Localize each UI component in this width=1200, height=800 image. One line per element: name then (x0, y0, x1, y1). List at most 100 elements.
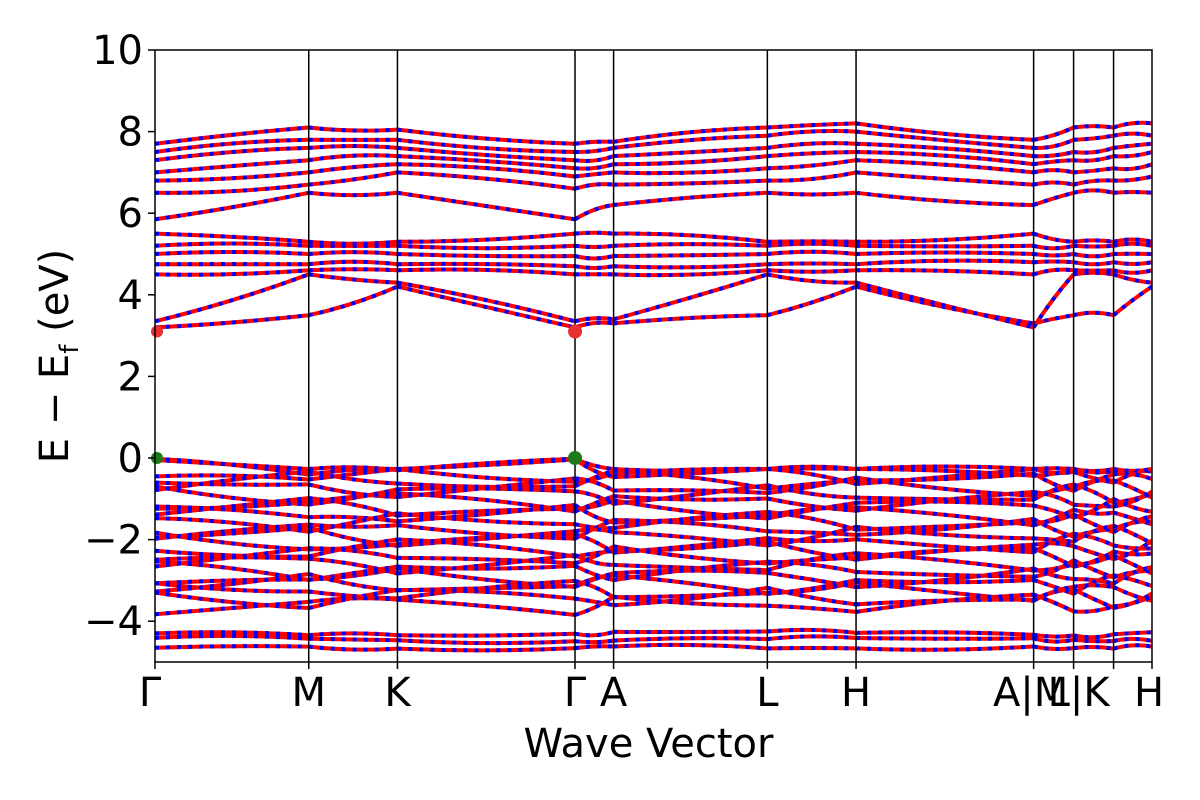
band-line-spin-down (574, 243, 614, 250)
band-line-spin-down (1112, 284, 1152, 317)
band-line-spin-down (155, 559, 310, 582)
band-line-spin-down (613, 272, 768, 322)
band-line-spin-down (1113, 162, 1152, 172)
plot-frame (154, 49, 1153, 663)
band-line-spin-down (308, 482, 398, 499)
band-line-spin-down (1113, 150, 1152, 159)
band-line-spin-down (1033, 558, 1075, 579)
band-line-spin-down (574, 145, 615, 155)
band-line-spin-down (1112, 514, 1152, 534)
band-line-spin-down (397, 261, 576, 269)
band-line-spin-down (767, 559, 857, 574)
band-line-spin-down (155, 516, 309, 534)
band-line-spin-down (1073, 632, 1115, 640)
x-axis-ticks: Γ M K Γ A L H A|ML|K H (139, 662, 1164, 716)
band-line-spin-down (1033, 541, 1075, 549)
band-line-spin-down (855, 121, 1034, 142)
y-tick-label: 10 (92, 28, 143, 74)
band-line-spin-down (856, 578, 1034, 585)
band-line-spin-down (1032, 231, 1074, 244)
band-line-spin-up (155, 250, 309, 256)
band-line-spin-down (856, 141, 1034, 159)
band-line-spin-up (1072, 587, 1115, 610)
band-line-spin-down (155, 599, 309, 617)
band-line-spin-down (574, 162, 615, 171)
band-line-spin-down (1073, 133, 1114, 142)
band-line-spin-up (1113, 190, 1152, 195)
band-line-spin-down (1113, 636, 1152, 643)
band-line-spin-down (1033, 150, 1075, 159)
band-line-spin-down (397, 646, 576, 653)
band-line-spin-down (1112, 478, 1152, 500)
band-line-spin-down (574, 573, 614, 588)
band-line-spin-up (855, 121, 1034, 142)
band-line-spin-down (1072, 558, 1115, 580)
x-axis-title: Wave Vector (524, 721, 775, 767)
band-line-spin-down (574, 230, 614, 236)
band-line-spin-down (766, 496, 857, 513)
band-line-spin-down (397, 243, 576, 251)
band-line-spin-down (856, 268, 1034, 277)
band-line-spin-down (1073, 583, 1114, 589)
band-line-spin-up (574, 139, 614, 146)
x-tick-label-combined: A|M (993, 670, 1068, 716)
band-line-spin-down (856, 516, 1034, 537)
band-line-spin-down (308, 564, 398, 582)
band-line-spin-down (1112, 272, 1152, 285)
band-line-spin-down (766, 539, 857, 562)
band-line-spin-down (574, 522, 614, 531)
x-tick-label-combined: L|K (1048, 670, 1112, 716)
band-line-spin-down (155, 145, 309, 163)
band-line-spin-down (308, 496, 398, 518)
band-line-spin-down (155, 125, 309, 146)
band-line-spin-down (767, 249, 857, 256)
band-line-spin-down (308, 572, 398, 593)
band-line-spin-down (1072, 587, 1115, 610)
band-line-spin-down (855, 280, 1035, 330)
band-line-spin-down (1072, 544, 1115, 562)
band-line-spin-down (855, 170, 1034, 187)
y-axis-title-subscript: f (55, 344, 85, 354)
band-line-spin-down (1073, 178, 1114, 187)
band-line-spin-down (855, 524, 1034, 541)
band-line-spin-down (1072, 470, 1114, 485)
band-line-spin-down (1113, 543, 1152, 551)
band-line-spin-up (574, 170, 614, 179)
band-line-spin-up (155, 630, 309, 638)
band-line-spin-down (1033, 158, 1074, 167)
band-line-spin-up (155, 504, 309, 520)
band-line-spin-down (155, 313, 309, 330)
band-line-spin-down (397, 587, 576, 601)
band-line-spin-down (1073, 637, 1114, 644)
band-line-spin-up (613, 568, 768, 576)
band-line-spin-down (767, 464, 857, 471)
x-tick-label: A (600, 670, 628, 716)
y-tick-label: −4 (84, 599, 143, 645)
band-line-spin-down (397, 532, 576, 547)
band-line-spin-down (1032, 190, 1075, 207)
band-line-spin-down (1032, 267, 1074, 277)
band-line-spin-down (1032, 482, 1074, 502)
band-line-spin-up (155, 473, 309, 482)
band-line-spin-down (855, 592, 1034, 614)
band-line-spin-down (613, 252, 768, 258)
band-line-spin-down (1072, 523, 1114, 544)
band-line-spin-down (308, 631, 398, 638)
band-line-spin-down (1113, 174, 1152, 183)
band-line-spin-down (574, 489, 615, 506)
y-axis-ticks: −4 −2 0 2 4 6 8 10 (84, 28, 155, 645)
band-line-spin-down (1113, 237, 1152, 244)
band-line-spin-down (613, 498, 768, 521)
band-line-spin-down (767, 268, 857, 274)
band-line-spin-down (574, 629, 615, 638)
band-line-spin-down (155, 572, 309, 594)
band-line-spin-down (613, 585, 768, 608)
band-line-spin-down (308, 469, 398, 486)
band-line-spin-down (397, 537, 576, 559)
band-line-spin-up (613, 178, 768, 187)
band-line-spin-down (613, 468, 768, 491)
band-line-spin-down (308, 267, 398, 273)
band-line-spin-down (308, 566, 398, 582)
band-line-spin-down (855, 537, 1034, 555)
band-line-spin-down (397, 267, 576, 277)
